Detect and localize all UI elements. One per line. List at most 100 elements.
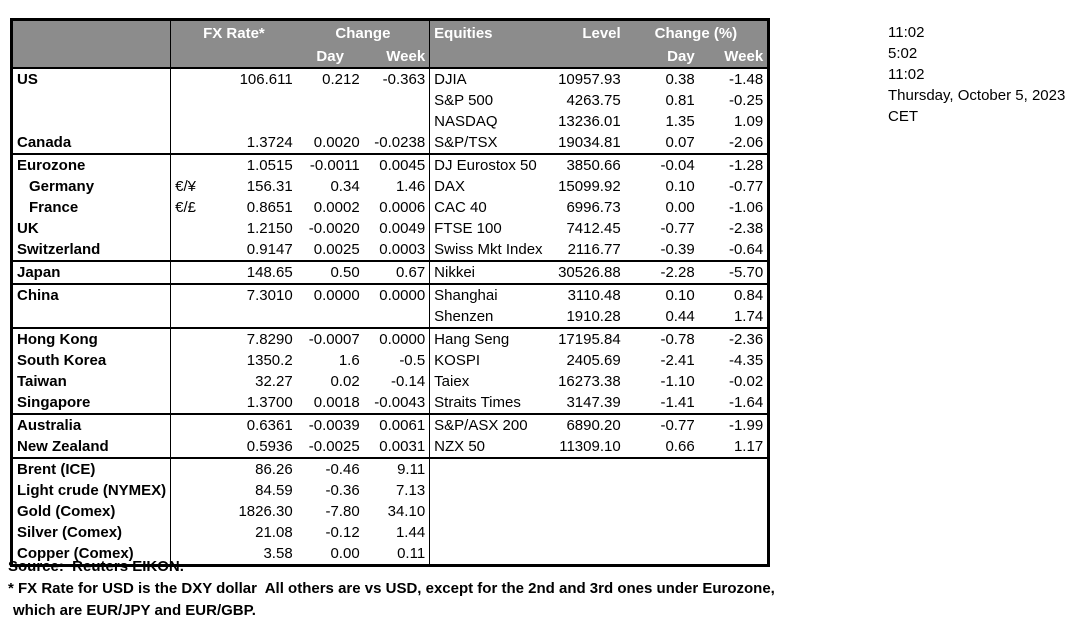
equity-name-cell — [429, 501, 547, 522]
currency-pair-cell — [170, 239, 205, 262]
equity-day-change-cell: 0.00 — [665, 199, 695, 216]
equity-day-change-cell — [625, 522, 699, 543]
equity-level-cell — [547, 501, 625, 522]
fx-rate-footnote-line1: * FX Rate for USD is the DXY dollar All … — [8, 580, 775, 597]
header-blank-cell — [11, 19, 171, 46]
equity-level-cell: 17195.84 — [558, 331, 621, 348]
fx-rate-cell: 1.3700 — [204, 392, 297, 415]
equity-level-cell: 16273.38 — [558, 373, 621, 390]
currency-pair-cell — [170, 543, 205, 566]
currency-pair-cell — [170, 90, 205, 111]
header-fx-rate: FX Rate* — [170, 19, 297, 46]
country-cell: Gold (Comex) — [17, 503, 116, 520]
table-row: US 106.611 0.212 -0.363 DJIA 10957.93 0.… — [12, 68, 769, 90]
fx-rate-cell: 1350.2 — [246, 352, 293, 369]
equity-day-change-cell: 0.10 — [665, 287, 695, 304]
header-blank-cell — [429, 46, 547, 69]
table-row: Switzerland 0.9147 0.0025 0.0003 Swiss M… — [11, 239, 769, 262]
country-cell: UK — [17, 220, 39, 237]
table-row: Germany €/¥ 156.31 0.34 1.46 DAX 15099.9… — [12, 176, 769, 197]
fx-rate-cell — [204, 306, 297, 329]
table-row: Brent (ICE) 86.26 -0.46 9.11 — [12, 458, 769, 480]
time-secondary: 5:02 — [888, 45, 918, 62]
equity-name-cell: FTSE 100 — [429, 218, 547, 239]
fx-day-change-cell: -7.80 — [325, 503, 360, 520]
market-data-region: FX Rate* Change Equities Level Change (%… — [10, 18, 771, 567]
currency-pair-cell — [170, 328, 205, 350]
equity-day-change-cell: -0.77 — [660, 220, 695, 237]
equity-name-cell: S&P/ASX 200 — [429, 414, 547, 436]
header-level: Level — [546, 19, 625, 46]
equity-day-change-cell: -0.78 — [660, 331, 695, 348]
equity-day-change-cell — [625, 458, 699, 480]
equity-day-change-cell: -2.28 — [624, 261, 699, 285]
currency-pair-cell — [170, 501, 205, 522]
fx-week-change-cell: 0.0000 — [379, 287, 426, 304]
fx-week-change-cell — [364, 90, 430, 111]
currency-pair-cell — [170, 154, 205, 176]
country-cell: US — [17, 71, 38, 88]
fx-day-change-cell: -0.0020 — [308, 220, 360, 237]
equity-week-change-cell: 1.74 — [698, 306, 769, 329]
fx-day-change-cell: -0.12 — [325, 524, 360, 541]
equity-week-change-cell: -0.02 — [728, 373, 764, 390]
currency-pair-cell — [170, 132, 205, 155]
timezone-label: CET — [888, 108, 918, 125]
equity-level-cell — [547, 480, 625, 501]
equity-week-change-cell: -0.77 — [728, 178, 764, 195]
fx-rate-cell: 106.611 — [239, 71, 293, 88]
fx-week-change-cell — [364, 111, 430, 132]
equity-name-cell: S&P 500 — [429, 90, 547, 111]
source-label: Source: Reuters EIKON. — [8, 558, 184, 575]
fx-rate-cell: 0.9147 — [204, 239, 297, 262]
equity-name-cell: Hang Seng — [429, 328, 547, 350]
fx-day-change-cell: -0.46 — [325, 461, 360, 478]
country-cell: Copper (Comex) — [17, 545, 134, 562]
equity-week-change-cell — [699, 480, 769, 501]
fx-rate-cell: 1.0515 — [246, 157, 293, 174]
currency-pair-cell — [170, 350, 205, 371]
header-eq-day: Day — [624, 46, 699, 69]
equity-level-cell: 6890.20 — [566, 417, 621, 434]
equity-name-cell: NZX 50 — [429, 436, 547, 459]
fx-week-change-cell: 0.0049 — [379, 220, 426, 237]
fx-rate-cell: 0.8651 — [246, 199, 293, 216]
currency-pair-cell — [170, 284, 205, 306]
equity-level-cell: 4263.75 — [566, 92, 621, 109]
fx-day-change-cell: -0.0025 — [296, 436, 364, 459]
equity-name-cell — [429, 543, 547, 566]
currency-pair-cell — [170, 111, 205, 132]
equity-week-change-cell: -2.06 — [698, 132, 769, 155]
fx-week-change-cell: -0.14 — [390, 373, 426, 390]
equity-name-cell: DJIA — [429, 68, 547, 90]
fx-day-change-cell: 0.50 — [296, 261, 364, 285]
table-row: Japan 148.65 0.50 0.67 Nikkei 30526.88 -… — [11, 261, 769, 285]
equity-week-change-cell: 1.09 — [733, 113, 764, 130]
table-body: US 106.611 0.212 -0.363 DJIA 10957.93 0.… — [11, 68, 769, 566]
header-blank-cell — [11, 46, 171, 69]
header-blank-cell — [546, 46, 625, 69]
currency-pair-cell — [170, 218, 205, 239]
equity-name-cell: CAC 40 — [429, 197, 547, 218]
fx-equities-table: FX Rate* Change Equities Level Change (%… — [10, 18, 771, 567]
table-row: NASDAQ 13236.01 1.35 1.09 — [12, 111, 769, 132]
equity-level-cell: 2116.77 — [546, 239, 625, 262]
country-cell: Light crude (NYMEX) — [17, 482, 167, 499]
header-equities: Equities — [429, 19, 547, 46]
equity-week-change-cell: -2.38 — [728, 220, 764, 237]
equity-name-cell: DJ Eurostox 50 — [429, 154, 547, 176]
country-cell: Hong Kong — [17, 331, 98, 348]
country-cell: South Korea — [17, 352, 107, 369]
fx-rate-cell: 3.58 — [263, 545, 293, 562]
equity-level-cell: 11309.10 — [546, 436, 625, 459]
equity-day-change-cell: -0.39 — [624, 239, 699, 262]
fx-rate-cell: 7.3010 — [246, 287, 293, 304]
fx-rate-cell: 1.2150 — [246, 220, 293, 237]
fx-day-change-cell: -0.0007 — [308, 331, 360, 348]
country-cell: Australia — [17, 417, 82, 434]
table-row: Singapore 1.3700 0.0018 -0.0043 Straits … — [11, 392, 769, 415]
header-blank-cell — [170, 46, 297, 69]
equity-day-change-cell: 0.44 — [624, 306, 699, 329]
header-change-pct: Change (%) — [624, 19, 769, 46]
country-cell — [12, 111, 171, 132]
